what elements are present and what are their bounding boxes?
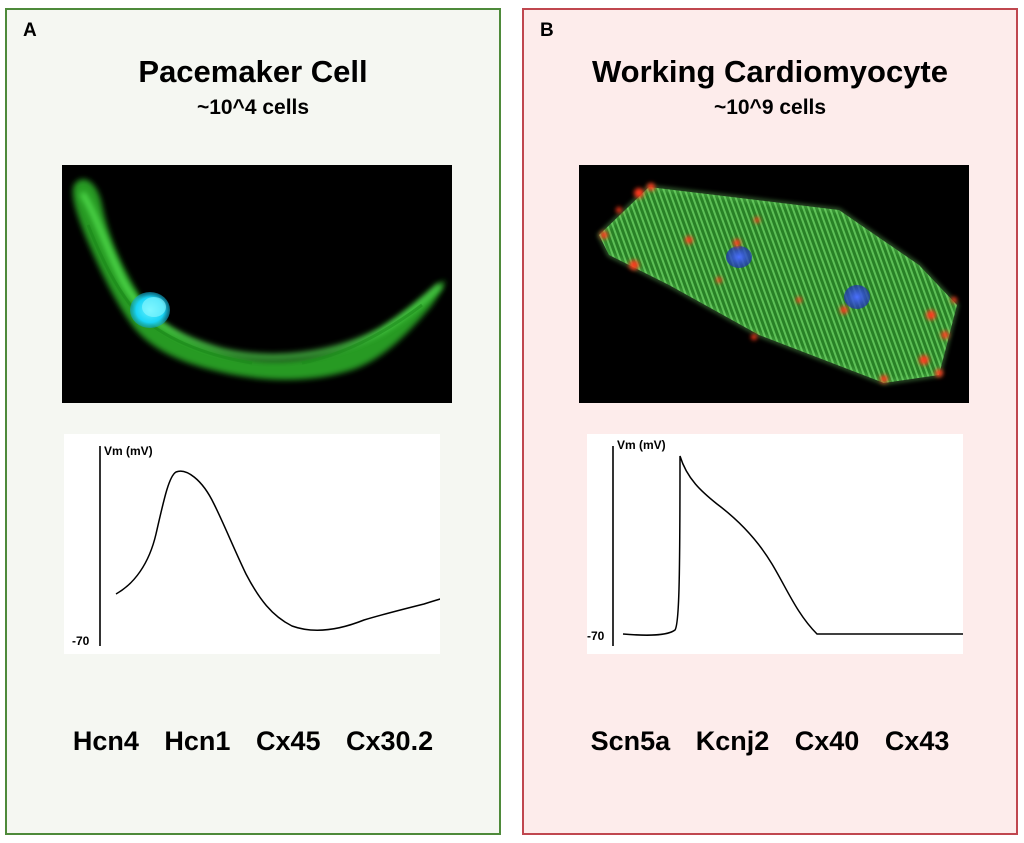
baseline-label: -70 [72,634,90,648]
baseline-label: -70 [587,629,605,643]
cardiomyocyte-image [597,183,959,385]
cardiomyocyte-micrograph [579,165,969,403]
gene-label: Cx30.2 [346,726,434,756]
gene-label: Scn5a [590,726,671,756]
gene-list: Hcn4 Hcn1 Cx45 Cx30.2 [7,726,499,757]
pacemaker-action-potential-trace: Vm (mV) -70 [64,434,440,654]
gene-label: Hcn1 [164,726,231,756]
voltage-axis-label: Vm (mV) [104,444,153,458]
gene-label: Cx45 [255,726,321,756]
gene-list: Scn5a Kcnj2 Cx40 Cx43 [524,726,1016,757]
pacemaker-cell-micrograph [62,165,452,403]
cardiomyocyte-trace-plot [612,446,963,646]
action-potential-curve [622,455,963,636]
panel-pacemaker-cell: A Pacemaker Cell ~10^4 cells [5,8,501,835]
panel-letter: B [540,20,554,41]
gene-label: Hcn4 [72,726,139,756]
cardiomyocyte-action-potential-trace: Vm (mV) -70 [587,434,963,654]
panel-subtitle: ~10^4 cells [196,96,310,119]
action-potential-curve [115,470,440,631]
pacemaker-cell-image [72,179,445,380]
panel-working-cardiomyocyte: B Working Cardiomyocyte ~10^9 cells [522,8,1018,835]
gene-label: Cx40 [794,726,860,756]
gene-label: Kcnj2 [695,726,770,756]
panel-title: Pacemaker Cell [138,54,368,89]
pacemaker-trace-plot [99,446,440,646]
panel-subtitle: ~10^9 cells [713,96,827,119]
voltage-axis-label: Vm (mV) [617,438,666,452]
panel-title: Working Cardiomyocyte [591,54,948,89]
panel-letter: A [23,20,37,41]
gene-label: Cx43 [884,726,950,756]
